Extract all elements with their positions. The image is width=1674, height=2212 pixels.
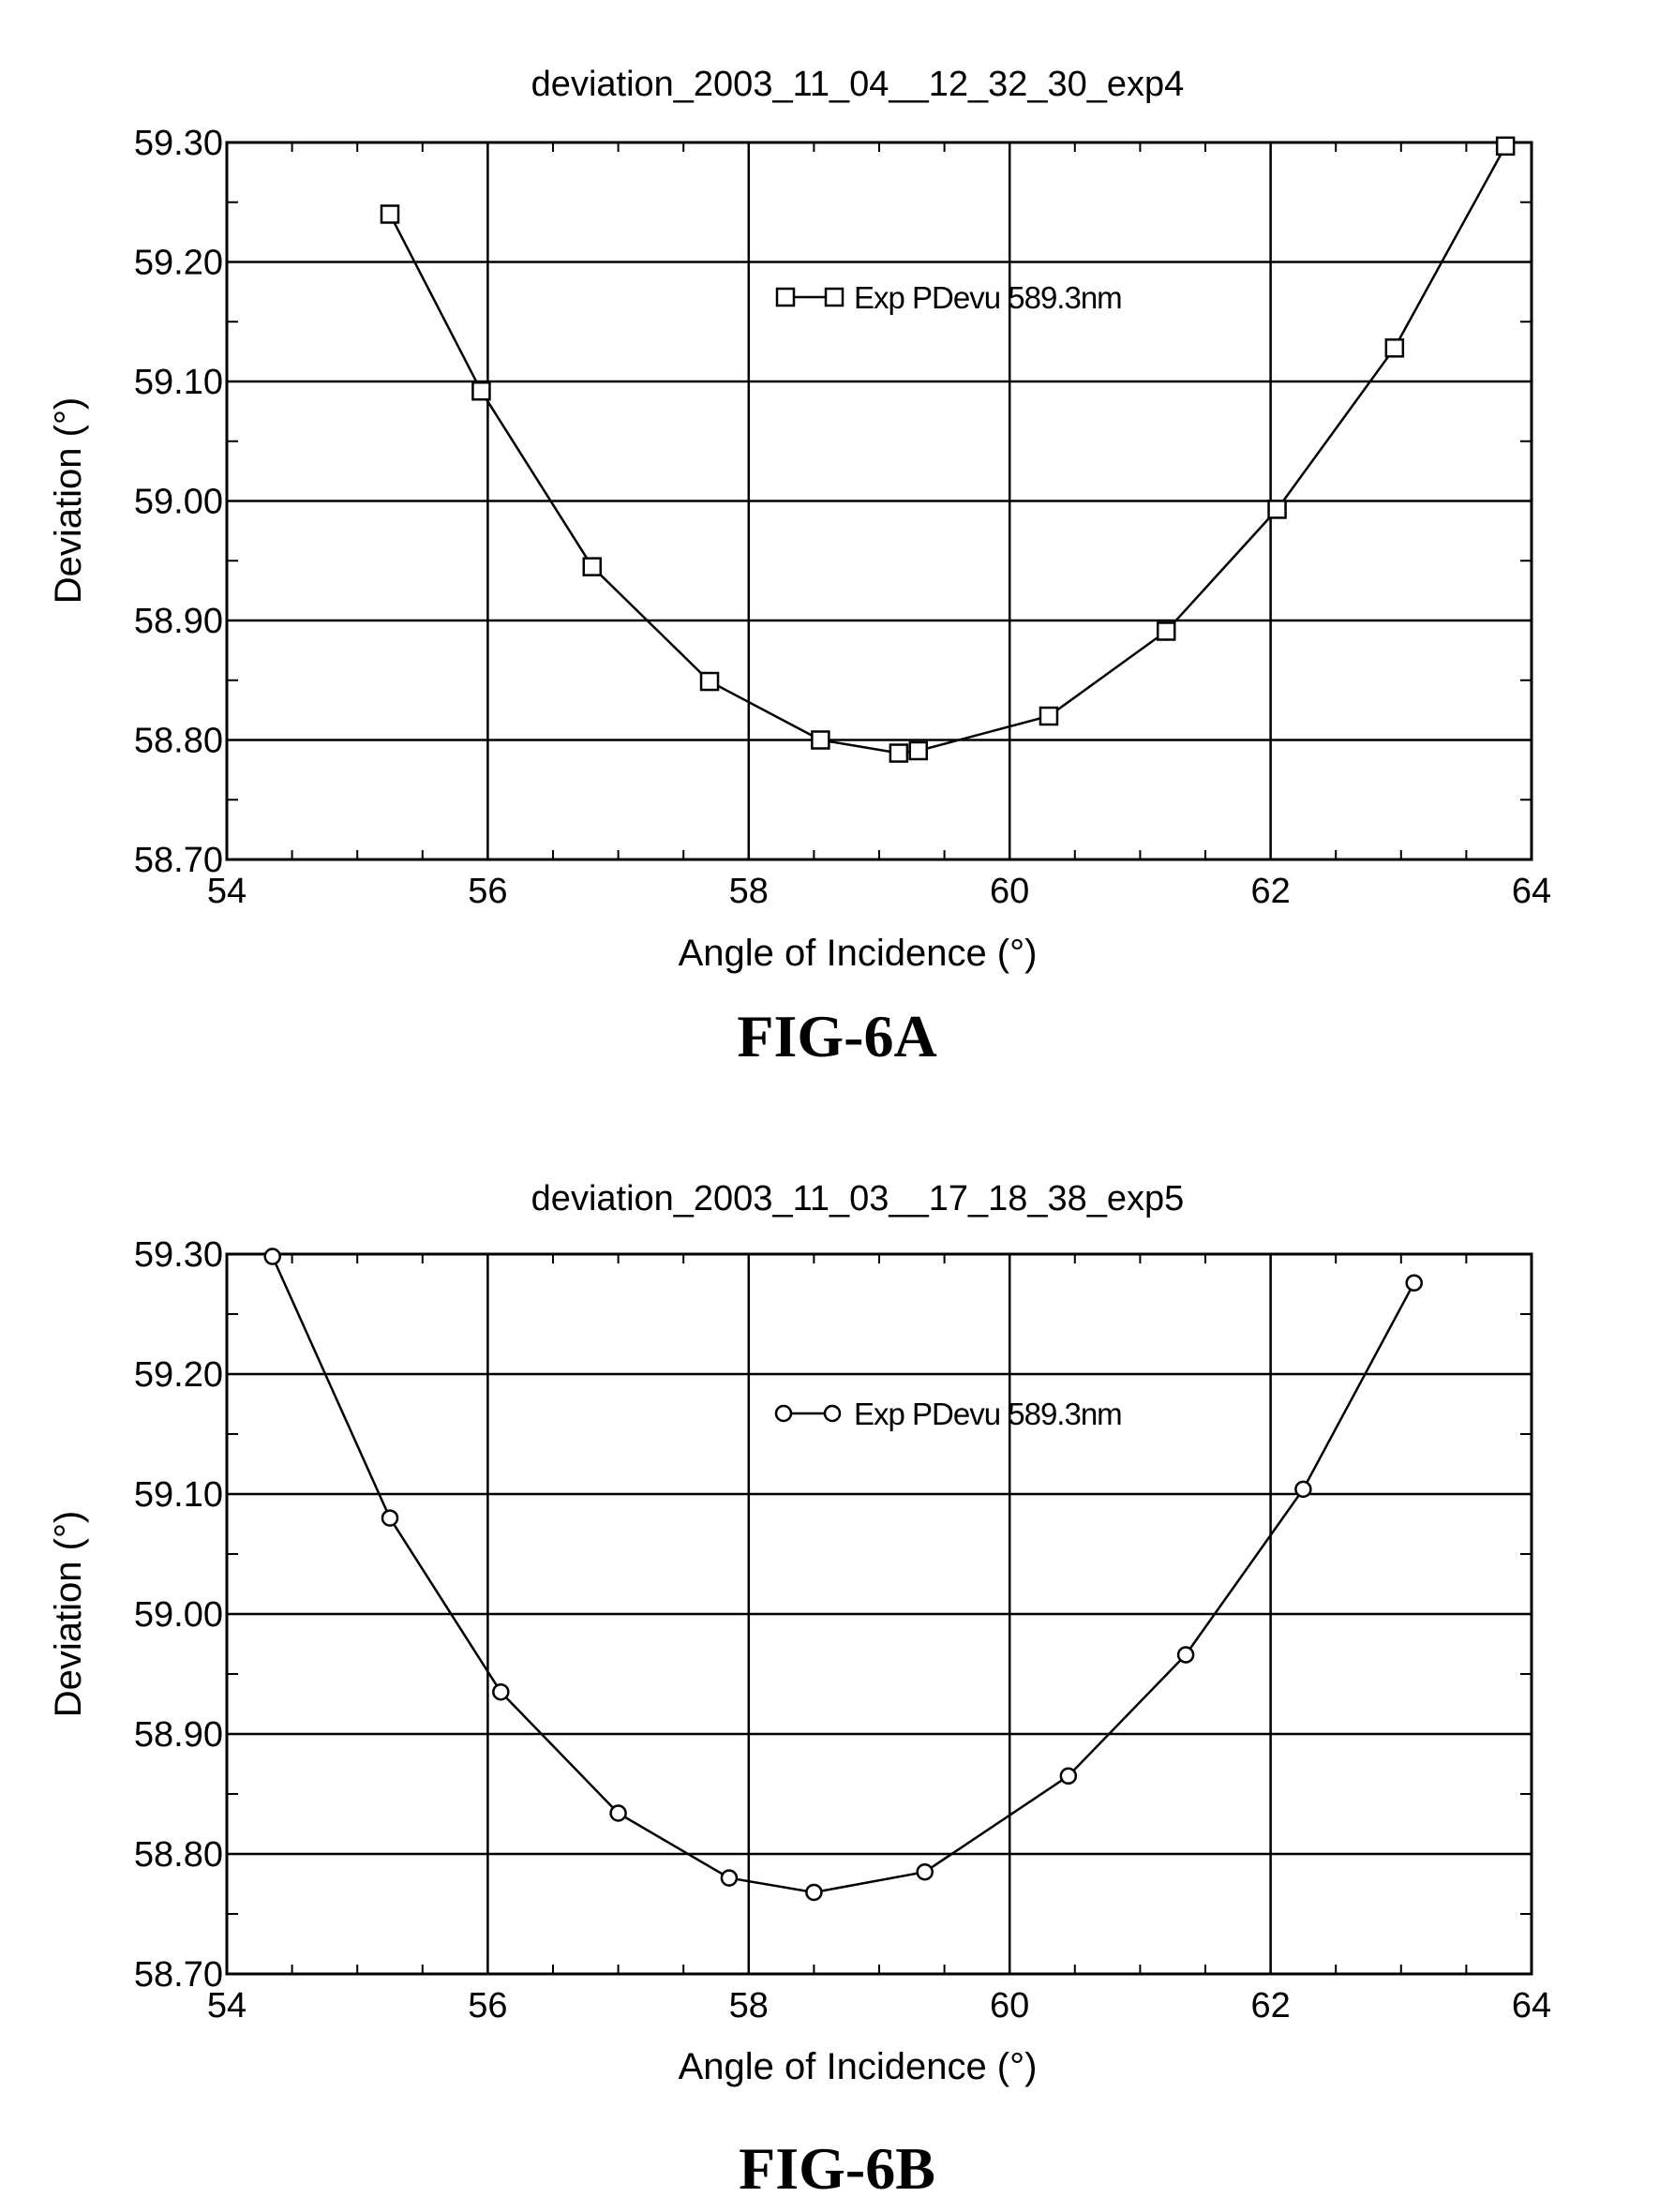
x-tick-label: 56 <box>468 872 507 911</box>
data-point <box>1176 1646 1195 1664</box>
y-tick-label: 59.00 <box>134 483 223 522</box>
data-point <box>471 381 491 401</box>
data-point <box>720 1869 739 1887</box>
data-point <box>699 671 720 692</box>
x-tick-label: 58 <box>729 1986 769 2025</box>
legend-marker <box>774 1404 793 1423</box>
x-tick-label: 64 <box>1512 1986 1551 2025</box>
x-axis-label: Angle of Incidence (°) <box>679 2046 1038 2087</box>
legend-label: Exp PDevu 589.3nm <box>854 1397 1122 1431</box>
y-tick-label: 59.10 <box>134 363 223 402</box>
data-point <box>380 204 400 224</box>
x-tick-label: 58 <box>729 872 769 911</box>
minor-ticks <box>226 142 1532 860</box>
minor-ticks <box>226 1253 1532 1975</box>
data-point <box>1495 136 1516 157</box>
data-point <box>1059 1767 1078 1786</box>
x-tick-label: 60 <box>990 872 1029 911</box>
x-tick-label: 64 <box>1512 872 1551 911</box>
y-tick-label: 58.90 <box>134 602 223 641</box>
y-tick-label: 59.00 <box>134 1595 223 1635</box>
y-tick-label: 59.30 <box>134 124 223 163</box>
y-tick-labels: 58.70 58.80 58.90 59.00 59.10 59.20 59.30 <box>134 1235 223 1995</box>
data-point <box>1156 621 1176 641</box>
y-tick-label: 58.90 <box>134 1715 223 1755</box>
y-tick-label: 59.10 <box>134 1475 223 1515</box>
legend-marker <box>823 1404 842 1423</box>
x-tick-labels: 54 56 58 60 62 64 <box>207 872 1551 911</box>
chart-title: deviation_2003_11_04__12_32_30_exp4 <box>531 65 1185 104</box>
grid <box>227 1254 1532 1974</box>
data-point <box>609 1804 627 1822</box>
y-tick-label: 59.20 <box>134 244 223 283</box>
data-point <box>889 743 909 763</box>
data-point <box>805 1883 823 1902</box>
y-tick-labels: 58.70 58.80 58.90 59.00 59.10 59.20 59.30 <box>134 124 223 880</box>
series-layer <box>263 1248 1423 1902</box>
x-tick-label: 54 <box>207 872 247 911</box>
legend-marker <box>824 287 844 307</box>
series-layer <box>380 136 1516 763</box>
data-point <box>1294 1480 1312 1499</box>
data-point <box>1384 338 1405 358</box>
x-tick-label: 54 <box>207 1986 247 2025</box>
legend: Exp PDevu 589.3nm <box>774 1397 1123 1431</box>
y-tick-label: 59.20 <box>134 1355 223 1395</box>
data-point <box>811 730 830 750</box>
series-line <box>271 1256 1415 1894</box>
x-tick-labels: 54 56 58 60 62 64 <box>207 1986 1551 2025</box>
y-tick-label: 58.80 <box>134 722 223 761</box>
y-tick-label: 59.30 <box>134 1235 223 1275</box>
chart-fig-6a: deviation_2003_11_04__12_32_30_exp4 58.7… <box>48 65 1551 1069</box>
x-tick-label: 62 <box>1250 1986 1290 2025</box>
y-tick-label: 58.70 <box>134 841 223 880</box>
x-axis-label: Angle of Incidence (°) <box>679 933 1038 974</box>
grid <box>227 142 1532 859</box>
data-point <box>263 1248 281 1265</box>
data-point <box>1405 1274 1423 1292</box>
legend-label: Exp PDevu 589.3nm <box>854 280 1122 315</box>
y-tick-label: 58.70 <box>134 1955 223 1995</box>
legend-marker <box>775 287 796 307</box>
legend: Exp PDevu 589.3nm <box>775 280 1123 315</box>
data-point <box>908 740 929 761</box>
chart-title: deviation_2003_11_03__17_18_38_exp5 <box>531 1179 1185 1218</box>
data-point <box>916 1862 934 1881</box>
x-tick-label: 56 <box>468 1986 507 2025</box>
x-tick-label: 62 <box>1250 872 1290 911</box>
data-point <box>492 1682 510 1701</box>
chart-fig-6b: deviation_2003_11_03__17_18_38_exp5 58.7… <box>48 1179 1551 2202</box>
y-axis-label: Deviation (°) <box>48 1511 89 1718</box>
data-point <box>1039 706 1059 726</box>
figure-caption: FIG-6A <box>737 1003 936 1069</box>
data-point <box>381 1509 399 1527</box>
y-tick-label: 58.80 <box>134 1835 223 1875</box>
series-line <box>388 145 1507 755</box>
figure-caption: FIG-6B <box>739 2135 935 2202</box>
data-point <box>1267 500 1287 519</box>
data-point <box>582 557 603 576</box>
x-tick-label: 60 <box>990 1986 1029 2025</box>
y-axis-label: Deviation (°) <box>48 397 89 605</box>
